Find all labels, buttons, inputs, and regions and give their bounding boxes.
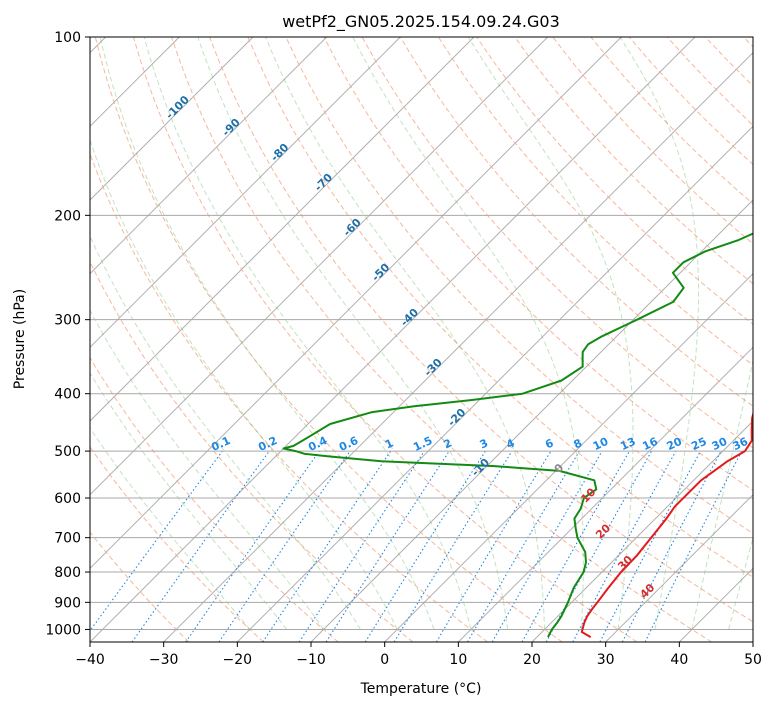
y-tick-label: 300 — [54, 313, 81, 329]
dry-adiabat-line — [323, 37, 753, 491]
isotherm-line — [90, 37, 622, 570]
dry-adiabat-line — [90, 531, 190, 642]
mixing-ratio-lines — [90, 450, 743, 642]
moist-adiabat-lines — [90, 37, 753, 630]
x-tick-label: 20 — [523, 652, 541, 668]
mixing-ratio-line — [644, 450, 743, 642]
isotherm-line — [90, 37, 401, 349]
x-tick-label: 10 — [449, 652, 467, 668]
x-tick-label: −30 — [149, 652, 179, 668]
dry-adiabat-lines — [90, 37, 753, 642]
dry-adiabat-line — [90, 446, 264, 642]
y-axis: 1000 900 800 700 600 500 400 300 200 100 — [45, 30, 90, 638]
mixing-ratio-line — [521, 450, 630, 642]
moist-adiabat-line — [467, 37, 634, 630]
y-tick-label: 400 — [54, 387, 81, 403]
y-tick-label: 700 — [54, 531, 81, 547]
isotherm-line — [531, 420, 753, 642]
mixing-ratio-label: 36 — [731, 435, 751, 453]
x-tick-label: 30 — [597, 652, 615, 668]
x-axis: −40 −30 −20 −10 0 10 20 30 40 50 — [75, 642, 762, 668]
mixing-ratio-label: 13 — [618, 435, 637, 453]
x-tick-label: 0 — [380, 652, 389, 668]
dry-adiabat-line — [514, 37, 753, 285]
x-tick-label: 50 — [744, 652, 762, 668]
dry-adiabat-line — [361, 37, 753, 449]
dry-adiabat-line — [437, 37, 753, 366]
isotherm-line — [384, 272, 753, 642]
mixing-ratio-line — [218, 450, 351, 642]
mixing-ratio-line — [545, 450, 653, 642]
isotherm-line — [163, 51, 753, 642]
moist-adiabat-line — [691, 358, 753, 630]
moist-adiabat-line — [90, 235, 361, 630]
dry-adiabat-line — [171, 37, 712, 642]
dry-adiabat-line — [132, 37, 638, 642]
y-tick-label: 900 — [54, 595, 81, 611]
moist-adiabat-line — [99, 37, 435, 630]
mixing-ratio-line — [393, 450, 513, 642]
dry-adiabat-line — [247, 37, 753, 578]
dry-adiabat-line — [209, 37, 753, 623]
y-tick-label: 600 — [54, 491, 81, 507]
x-axis-title: Temperature (°C) — [360, 681, 482, 697]
moist-adiabat-line — [197, 37, 509, 630]
y-tick-label: 1000 — [45, 622, 81, 638]
dewpoint-profile-line — [282, 232, 753, 638]
mixing-ratio-line — [262, 450, 392, 642]
background-lines: 0.1 0.2 0.4 0.6 1 1.5 2 3 4 6 8 10 13 16 20 25 30 36-100-… — [90, 37, 753, 642]
dry-adiabat-line — [90, 152, 488, 642]
mixing-ratio-label: 16 — [640, 435, 660, 453]
isotherm-line — [236, 125, 753, 642]
temperature-profile-line — [580, 410, 753, 638]
isotherm-line — [90, 37, 475, 422]
chart-title: wetPf2_GN05.2025.154.09.24.G03 — [282, 12, 560, 32]
isotherm-line — [605, 493, 753, 642]
y-tick-label: 100 — [54, 30, 81, 46]
dry-adiabat-line — [285, 37, 753, 535]
mixing-ratio-label: 30 — [710, 435, 730, 453]
dry-adiabat-line — [399, 37, 753, 407]
dry-adiabat-line — [94, 37, 563, 642]
moist-adiabat-line — [265, 37, 546, 630]
mixing-ratio-line — [325, 450, 450, 642]
isobar-grid-lines — [90, 37, 753, 630]
isotherm-line — [90, 37, 254, 201]
dry-adiabat-line — [90, 260, 414, 642]
y-axis-title: Pressure (hPa) — [12, 289, 28, 389]
isotherm-lines — [90, 37, 753, 642]
moist-adiabat-line — [90, 309, 324, 630]
y-tick-label: 500 — [54, 444, 81, 460]
moist-adiabat-line — [143, 37, 472, 630]
moist-adiabat-line — [90, 138, 398, 630]
x-tick-label: −20 — [223, 652, 253, 668]
x-tick-label: −40 — [75, 652, 105, 668]
mixing-ratio-label: 20 — [665, 435, 685, 453]
isotherm-line — [90, 37, 549, 496]
moist-adiabat-line — [728, 536, 753, 630]
isotherm-line — [457, 346, 753, 642]
x-tick-label: 40 — [670, 652, 688, 668]
mixing-ratio-label: 10 — [591, 435, 611, 453]
moist-adiabat-line — [619, 37, 699, 630]
mixing-ratio-line — [298, 450, 425, 642]
isotherm-line — [90, 37, 696, 642]
y-tick-label: 200 — [54, 208, 81, 224]
plot-frame — [89, 36, 754, 643]
mixing-ratio-line — [572, 450, 677, 642]
mixing-ratio-label: 25 — [689, 435, 708, 453]
mixing-ratio-line — [90, 450, 223, 632]
sounding-profiles — [282, 232, 753, 638]
isotherm-line — [90, 37, 328, 275]
y-tick-label: 800 — [54, 565, 81, 581]
mixing-ratio-line — [131, 450, 270, 642]
x-tick-label: −10 — [296, 652, 326, 668]
dry-adiabat-line — [90, 356, 339, 642]
mixing-ratio-line — [185, 450, 320, 642]
